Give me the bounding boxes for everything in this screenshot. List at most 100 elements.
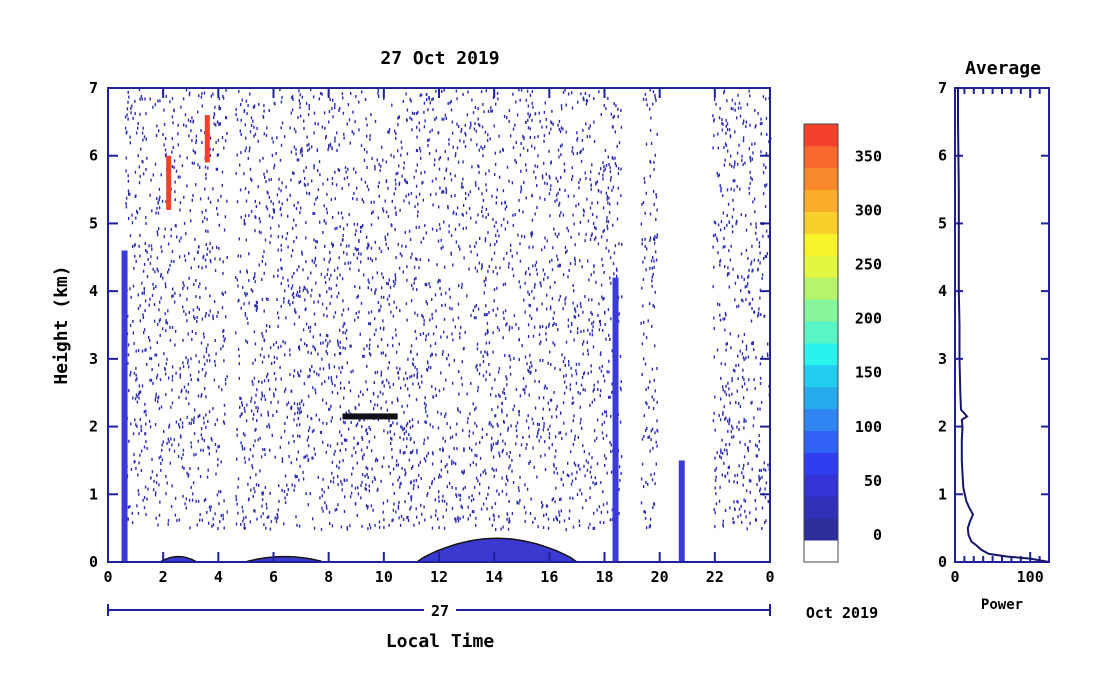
noise-speck — [737, 500, 739, 504]
noise-speck — [276, 410, 278, 413]
noise-speck — [197, 378, 199, 381]
noise-speck — [747, 462, 749, 466]
noise-speck — [352, 197, 354, 201]
noise-speck — [341, 216, 344, 220]
noise-speck — [656, 236, 658, 239]
noise-speck — [761, 355, 764, 359]
noise-speck — [478, 491, 481, 495]
noise-speck — [281, 95, 283, 99]
noise-speck — [651, 324, 653, 328]
noise-speck — [443, 526, 446, 530]
noise-speck — [143, 262, 146, 266]
noise-speck — [652, 446, 654, 450]
noise-speck — [130, 107, 132, 110]
noise-speck — [402, 99, 404, 103]
noise-speck — [477, 107, 479, 111]
noise-speck — [359, 286, 361, 290]
noise-speck — [504, 207, 507, 211]
colorbar-swatch — [804, 343, 838, 366]
noise-speck — [765, 97, 767, 101]
noise-speck — [257, 438, 259, 442]
noise-speck — [218, 122, 220, 126]
noise-speck — [356, 256, 358, 260]
noise-speck — [494, 173, 496, 176]
noise-speck — [187, 390, 190, 394]
noise-speck — [579, 302, 582, 305]
noise-speck — [594, 476, 596, 480]
noise-speck — [491, 436, 493, 440]
noise-speck — [193, 421, 195, 425]
noise-speck — [572, 152, 575, 156]
noise-speck — [127, 353, 130, 357]
noise-speck — [337, 475, 339, 478]
noise-speck — [142, 269, 145, 273]
noise-speck — [300, 206, 302, 210]
noise-speck — [369, 137, 371, 141]
noise-speck — [216, 245, 218, 249]
colorbar-tick-label: 50 — [864, 472, 882, 490]
noise-speck — [713, 134, 715, 138]
noise-speck — [543, 514, 545, 517]
noise-speck — [530, 232, 532, 236]
noise-speck — [224, 139, 227, 143]
noise-speck — [263, 271, 265, 275]
noise-speck — [383, 429, 385, 433]
noise-speck — [544, 197, 546, 201]
noise-speck — [236, 200, 239, 204]
noise-speck — [583, 213, 585, 217]
noise-speck — [652, 407, 655, 410]
noise-speck — [604, 149, 607, 152]
noise-speck — [336, 339, 339, 343]
noise-speck — [572, 283, 574, 287]
noise-speck — [457, 408, 459, 412]
noise-speck — [592, 320, 595, 324]
noise-speck — [590, 170, 592, 174]
noise-speck — [222, 420, 225, 424]
noise-speck — [204, 165, 207, 169]
noise-speck — [554, 366, 556, 370]
noise-speck — [620, 388, 622, 392]
noise-speck — [342, 96, 344, 100]
noise-speck — [647, 386, 649, 390]
noise-speck — [456, 97, 458, 101]
noise-speck — [586, 340, 588, 344]
noise-speck — [182, 305, 184, 309]
noise-speck — [189, 209, 191, 213]
noise-speck — [765, 116, 768, 120]
noise-speck — [723, 145, 725, 149]
noise-speck — [747, 275, 749, 279]
noise-speck — [754, 517, 757, 521]
noise-speck — [306, 143, 308, 147]
noise-speck — [549, 285, 551, 289]
noise-speck — [603, 454, 606, 458]
noise-speck — [397, 123, 399, 127]
noise-speck — [342, 459, 344, 463]
noise-speck — [728, 285, 730, 289]
noise-speck — [476, 253, 478, 257]
noise-speck — [153, 319, 156, 323]
noise-speck — [505, 375, 507, 379]
noise-speck — [616, 274, 618, 278]
noise-speck — [431, 98, 433, 102]
noise-speck — [524, 281, 526, 285]
noise-speck — [656, 444, 658, 448]
noise-speck — [307, 290, 309, 294]
noise-speck — [481, 427, 484, 431]
noise-speck — [140, 429, 143, 433]
noise-speck — [203, 355, 205, 359]
noise-speck — [133, 453, 135, 457]
noise-speck — [641, 437, 644, 441]
noise-speck — [568, 474, 570, 478]
noise-speck — [399, 309, 401, 313]
noise-speck — [743, 463, 745, 467]
noise-speck — [649, 174, 651, 178]
noise-speck — [475, 129, 477, 133]
noise-speck — [416, 214, 419, 218]
noise-speck — [461, 212, 463, 216]
noise-speck — [445, 291, 447, 295]
noise-speck — [352, 466, 354, 470]
noise-speck — [598, 90, 600, 94]
noise-speck — [125, 202, 127, 206]
noise-speck — [380, 373, 382, 377]
noise-speck — [179, 373, 181, 377]
